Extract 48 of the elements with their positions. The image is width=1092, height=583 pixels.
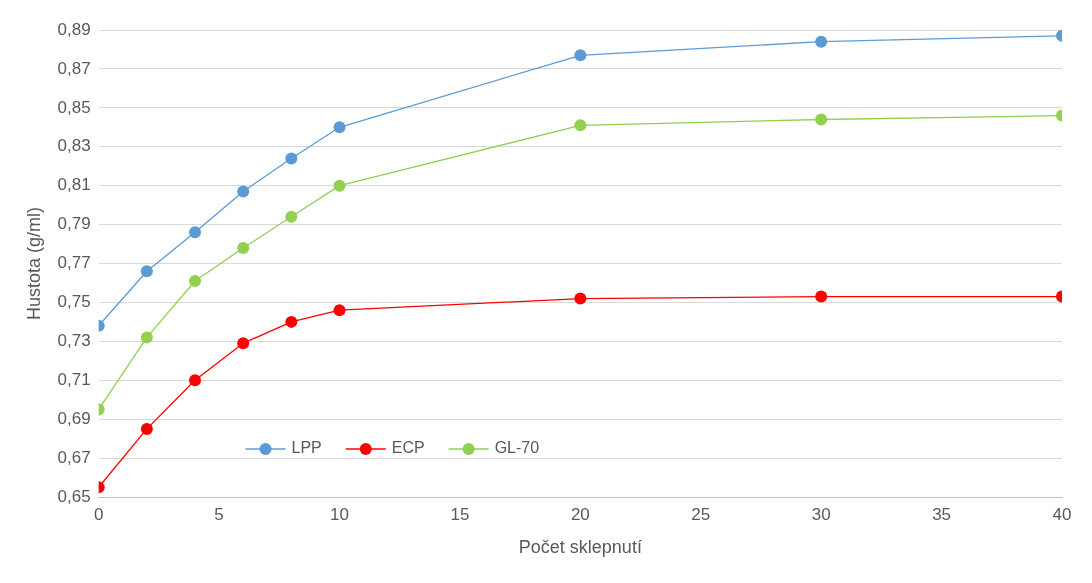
x-tick-label: 35 [932, 504, 952, 524]
y-tick-label: 0,85 [57, 97, 91, 117]
y-axis-title: Hustota (g/ml) [23, 206, 44, 321]
y-tick-label: 0,69 [57, 408, 91, 428]
x-tick-label: 0 [93, 504, 104, 524]
x-tick-label: 40 [1052, 504, 1072, 524]
point [237, 241, 250, 254]
point [815, 113, 828, 126]
y-tick-label: 0,79 [57, 214, 91, 234]
point [237, 337, 250, 350]
y-tick-label: 0,71 [57, 369, 91, 389]
point [574, 119, 587, 132]
y-tick-label: 0,87 [57, 58, 91, 78]
y-tick-label: 0,65 [57, 486, 91, 506]
y-tick-label: 0,83 [57, 136, 91, 156]
point [189, 275, 202, 288]
point [285, 210, 298, 223]
point [189, 226, 202, 239]
point [140, 422, 153, 435]
point [574, 49, 587, 62]
point [285, 152, 298, 165]
x-tick-label: 30 [811, 504, 831, 524]
x-tick-label: 10 [330, 504, 349, 524]
point [815, 35, 828, 48]
legend-label: GL-70 [494, 439, 540, 457]
y-tick-label: 0,67 [57, 447, 91, 467]
point [189, 374, 202, 387]
y-tick-label: 0,89 [57, 19, 91, 39]
y-tick-label: 0,75 [57, 292, 91, 312]
point [574, 292, 587, 305]
legend-label: ECP [391, 439, 425, 457]
point [140, 331, 153, 344]
y-tick-label: 0,81 [57, 175, 91, 195]
legend-label: LPP [291, 439, 322, 457]
point [333, 179, 346, 192]
point [815, 290, 828, 303]
x-axis-title: Počet sklepnutí [518, 537, 642, 558]
x-tick-label: 20 [570, 504, 590, 524]
point [285, 315, 298, 328]
point [237, 185, 250, 198]
point [333, 121, 346, 134]
y-tick-label: 0,77 [57, 253, 91, 273]
x-tick-label: 25 [691, 504, 711, 524]
point [333, 304, 346, 317]
x-tick-label: 15 [450, 504, 470, 524]
y-tick-label: 0,73 [57, 331, 91, 351]
point [140, 265, 153, 278]
x-tick-label: 5 [214, 504, 224, 524]
